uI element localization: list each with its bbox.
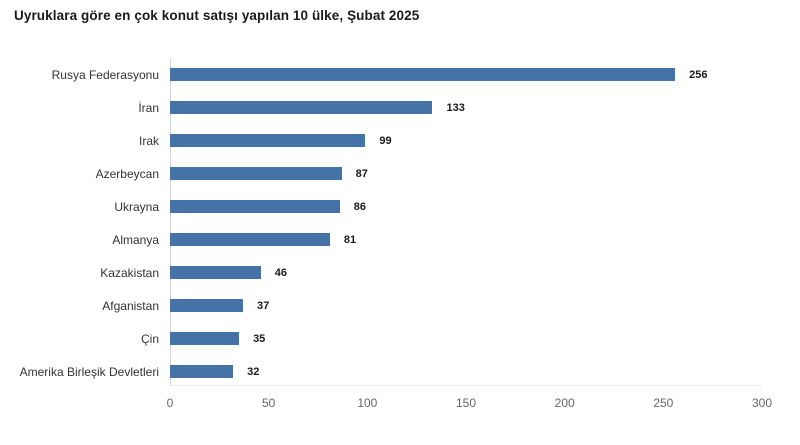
x-axis-ticks: 0 50 100 150 200 250 300	[166, 396, 772, 414]
value-label: 133	[446, 101, 465, 114]
bar	[170, 167, 342, 180]
chart-row: Kazakistan 46	[0, 256, 800, 289]
category-label: Çin	[140, 331, 159, 346]
category-label: Almanya	[112, 232, 159, 247]
bar	[170, 200, 340, 213]
value-label: 86	[353, 200, 366, 213]
bar	[170, 332, 240, 345]
bar	[170, 299, 243, 312]
value-label: 99	[379, 134, 392, 147]
chart-row: Ukrayna 86	[0, 190, 800, 223]
chart-row: Azerbeycan 87	[0, 157, 800, 190]
category-label: Kazakistan	[100, 265, 159, 280]
x-tick-label: 0	[166, 396, 174, 410]
x-tick-label: 100	[357, 396, 378, 410]
value-label: 37	[257, 299, 270, 312]
value-label: 32	[247, 365, 260, 378]
x-tick-label: 250	[653, 396, 674, 410]
x-tick-label: 50	[261, 396, 276, 410]
x-tick-label: 300	[751, 396, 773, 410]
value-label: 81	[343, 233, 357, 246]
bar-track: 46	[170, 256, 762, 289]
chart-row: Almanya 81	[0, 223, 800, 256]
bar	[170, 233, 330, 246]
bar-track: 32	[170, 355, 762, 388]
bar	[170, 365, 234, 378]
bar-track: 133	[170, 91, 762, 124]
category-label: Rusya Federasyonu	[51, 67, 159, 82]
value-label: 87	[355, 167, 368, 180]
bar-track: 37	[170, 289, 762, 322]
y-axis-line	[170, 58, 171, 386]
category-label: İran	[138, 100, 159, 115]
plot-area: Rusya Federasyonu 256 İran 133 Irak 99 Azerbey…	[0, 58, 800, 388]
value-label: 35	[253, 332, 266, 345]
bar	[170, 68, 676, 81]
bar-track: 35	[170, 322, 762, 355]
bar	[170, 266, 261, 279]
bar-track: 99	[170, 124, 762, 157]
bar-track: 256	[170, 58, 762, 91]
bar-track: 87	[170, 157, 762, 190]
category-label: Ukrayna	[114, 199, 159, 214]
x-tick-label: 200	[554, 396, 575, 410]
chart-title: Uyruklara göre en çok konut satışı yapıl…	[14, 8, 420, 23]
chart-row: Irak 99	[0, 124, 800, 157]
bar	[170, 134, 366, 147]
chart-row: İran 133	[0, 91, 800, 124]
chart-row: Amerika Birleşik Devletleri 32	[0, 355, 800, 388]
category-label: Afganistan	[102, 298, 159, 313]
chart-row: Afganistan 37	[0, 289, 800, 322]
category-label: Amerika Birleşik Devletleri	[19, 364, 159, 379]
bar	[170, 101, 433, 114]
category-label: Azerbeycan	[95, 166, 159, 181]
x-tick-label: 150	[455, 396, 477, 410]
chart-row: Çin 35	[0, 322, 800, 355]
value-label: 256	[689, 68, 708, 81]
value-label: 46	[274, 266, 288, 279]
category-label: Irak	[138, 133, 159, 148]
chart-rows: Rusya Federasyonu 256 İran 133 Irak 99 Azerbey…	[0, 58, 800, 388]
x-axis-line	[170, 385, 762, 386]
bar-track: 86	[170, 190, 762, 223]
chart-row: Rusya Federasyonu 256	[0, 58, 800, 91]
bar-track: 81	[170, 223, 762, 256]
